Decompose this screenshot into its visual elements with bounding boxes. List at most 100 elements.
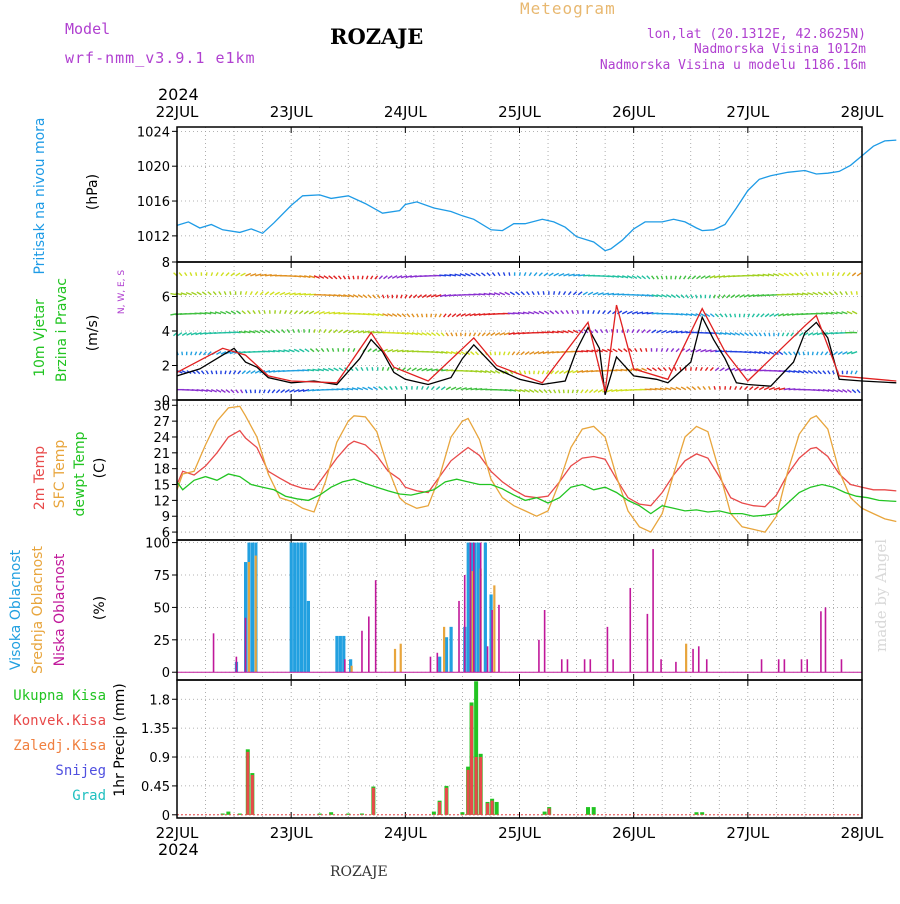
cloud-bar (607, 627, 609, 672)
wind-arrow (705, 276, 710, 278)
precip-bar (479, 757, 482, 815)
wind-arrow (845, 291, 847, 294)
wind-arrow (800, 273, 803, 276)
wind-arrow (407, 314, 410, 317)
wind-arrow (671, 295, 675, 298)
wind-arrow (710, 368, 713, 371)
wind-arrow (505, 292, 510, 294)
wind-arrow (765, 314, 769, 317)
wind-arrow (508, 352, 510, 355)
cloud-bar (467, 543, 470, 673)
wind-arrow (684, 276, 686, 279)
wind-arrow (373, 349, 377, 352)
wind-arrow (720, 368, 724, 371)
wind-arrow (213, 292, 216, 295)
footer-title: ROZAJE (330, 864, 388, 880)
wind-arrow (250, 291, 252, 294)
wind-arrow (431, 333, 435, 336)
cloud-bar (784, 659, 786, 672)
cloud-bar (841, 659, 843, 672)
precip-bar (251, 775, 254, 815)
ytick-label: 0 (162, 666, 170, 681)
wind-arrow (799, 333, 803, 336)
wind-arrow (681, 387, 686, 390)
wind-arrow (833, 371, 835, 374)
wind-arrow (676, 349, 679, 352)
precip-legend-snow: Snijeg (55, 763, 106, 779)
ytick-label: 21 (153, 447, 170, 462)
ytick-label: 1012 (137, 230, 170, 245)
xtick-label-top: 25JUL (498, 103, 541, 121)
wind-arrow (658, 368, 662, 371)
wind-arrow (714, 386, 715, 389)
cloud-unit: (%) (92, 596, 108, 620)
wind-arrow (847, 390, 851, 393)
cloud-bar (493, 585, 495, 672)
wind-arrow (521, 292, 524, 295)
wind-arrow (838, 272, 840, 275)
wind-arrow (461, 314, 466, 317)
wind-arrow (422, 386, 424, 389)
ytick-label: 1.8 (149, 693, 170, 708)
wind-arrow (314, 311, 319, 313)
cloud-bar (484, 543, 487, 673)
wind-arrow (666, 348, 668, 351)
wind-arrow (265, 330, 270, 333)
cloud-bar (297, 543, 300, 673)
wind-arrow (475, 352, 478, 355)
cloud-bar (255, 556, 257, 673)
pressure-ylabel: Pritisak na nivou mora (32, 117, 48, 274)
wind-arrow (749, 333, 752, 336)
wind-arrow (272, 390, 275, 393)
wind-arrow (487, 273, 490, 276)
wind-arrow (206, 272, 207, 275)
ytick-label: 1024 (137, 125, 170, 140)
wind-arrow (769, 333, 770, 336)
wind-arrow (657, 330, 662, 333)
wind-arrow (534, 390, 538, 393)
wind-arrow (642, 368, 647, 370)
wind-arrow (710, 295, 711, 298)
wind-arrow (366, 276, 367, 279)
cloud-bar (491, 610, 493, 672)
precip-bar (467, 770, 470, 815)
wind-arrow (236, 390, 239, 393)
wind-arrow (191, 292, 196, 294)
precip-bar (372, 788, 375, 815)
wind-arrow (769, 388, 775, 390)
wind-arrow (691, 295, 693, 298)
precip-ylabel: 1hr Precip (mm) (112, 683, 128, 796)
wind-arrow (270, 292, 274, 295)
wind-arrow (559, 371, 563, 374)
wind-arrow (255, 292, 257, 295)
wind-arrow (559, 390, 560, 393)
wind-arrow (324, 276, 328, 279)
wind-arrow (339, 368, 343, 371)
wind-arrow (613, 349, 618, 352)
wind-arrow (201, 371, 204, 374)
wind-arrow (647, 368, 652, 371)
wind-arrow (456, 387, 462, 389)
wind-arrow (825, 352, 828, 355)
cloud-bar (820, 611, 822, 672)
wind-arrow (191, 352, 192, 355)
wind-arrow (471, 273, 476, 275)
wind-arrow (778, 333, 779, 336)
wind-arrow (544, 311, 549, 314)
wind-arrow (197, 292, 202, 295)
ytick-label: 0 (162, 809, 170, 824)
wind-arrow (710, 314, 714, 317)
wind-arrow (319, 276, 324, 278)
wind-arrow (216, 352, 221, 355)
wind-arrow (486, 333, 490, 336)
wind-arrow (789, 273, 793, 276)
wind-arrow (397, 295, 398, 298)
precip-bar (470, 706, 473, 815)
wind-arrow (779, 352, 783, 355)
wind-arrow (834, 352, 838, 355)
wind-arrow (752, 314, 754, 317)
wind-arrow (618, 349, 622, 352)
